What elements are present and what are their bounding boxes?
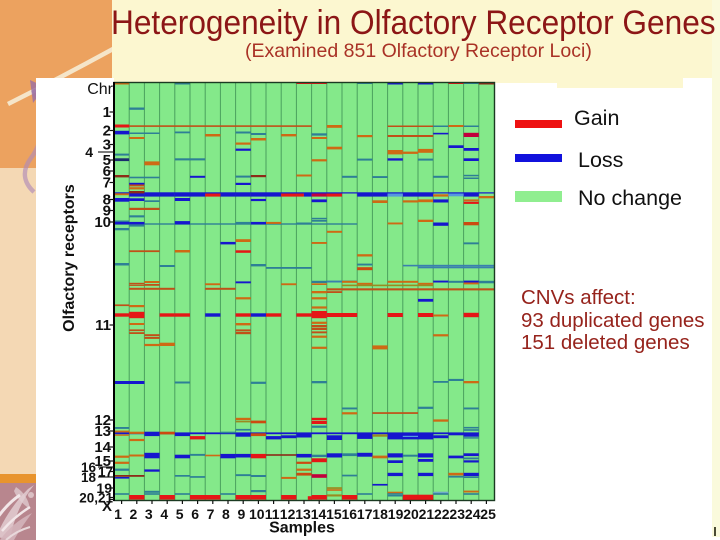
svg-text:10: 10: [94, 214, 111, 231]
svg-text:24: 24: [465, 506, 481, 522]
svg-text:11: 11: [95, 317, 111, 334]
svg-text:7: 7: [103, 175, 111, 192]
svg-text:13: 13: [94, 423, 111, 440]
svg-text:6: 6: [103, 163, 111, 180]
svg-text:1: 1: [103, 104, 111, 121]
svg-text:4: 4: [160, 506, 168, 522]
svg-text:2: 2: [103, 123, 111, 140]
svg-text:4: 4: [85, 144, 93, 160]
svg-text:5: 5: [176, 506, 184, 522]
svg-text:Olfactory receptors: Olfactory receptors: [61, 184, 78, 332]
svg-text:9: 9: [238, 506, 246, 522]
svg-text:15: 15: [326, 506, 342, 522]
svg-text:17: 17: [98, 465, 113, 480]
svg-text:21: 21: [419, 506, 435, 522]
svg-text:6: 6: [191, 506, 199, 522]
svg-text:14: 14: [311, 506, 327, 522]
svg-text:23: 23: [449, 506, 465, 522]
svg-text:20,21: 20,21: [79, 491, 113, 506]
svg-text:20: 20: [403, 506, 419, 522]
svg-text:X: X: [102, 498, 112, 515]
svg-text:10: 10: [249, 506, 265, 522]
svg-text:Samples: Samples: [269, 520, 335, 537]
svg-text:8: 8: [222, 506, 230, 522]
svg-text:7: 7: [207, 506, 215, 522]
svg-text:25: 25: [480, 506, 496, 522]
svg-text:18: 18: [81, 470, 97, 485]
svg-text:19: 19: [388, 506, 404, 522]
svg-text:2: 2: [130, 506, 138, 522]
svg-text:Chr: Chr: [87, 81, 113, 98]
svg-text:3: 3: [103, 137, 111, 154]
svg-text:12: 12: [94, 412, 111, 429]
svg-text:15: 15: [94, 453, 111, 470]
svg-text:9: 9: [103, 203, 111, 220]
svg-text:3: 3: [145, 506, 153, 522]
svg-text:14: 14: [94, 439, 111, 456]
svg-text:16: 16: [81, 460, 97, 475]
svg-text:1: 1: [114, 506, 122, 522]
svg-text:12: 12: [280, 506, 296, 522]
svg-text:16: 16: [342, 506, 358, 522]
svg-text:22: 22: [434, 506, 450, 522]
svg-text:5: 5: [103, 152, 111, 169]
svg-text:8: 8: [103, 192, 111, 209]
svg-text:17: 17: [357, 506, 373, 522]
svg-text:19: 19: [96, 480, 112, 496]
svg-text:13: 13: [295, 506, 311, 522]
svg-text:11: 11: [265, 506, 280, 522]
svg-text:18: 18: [372, 506, 388, 522]
